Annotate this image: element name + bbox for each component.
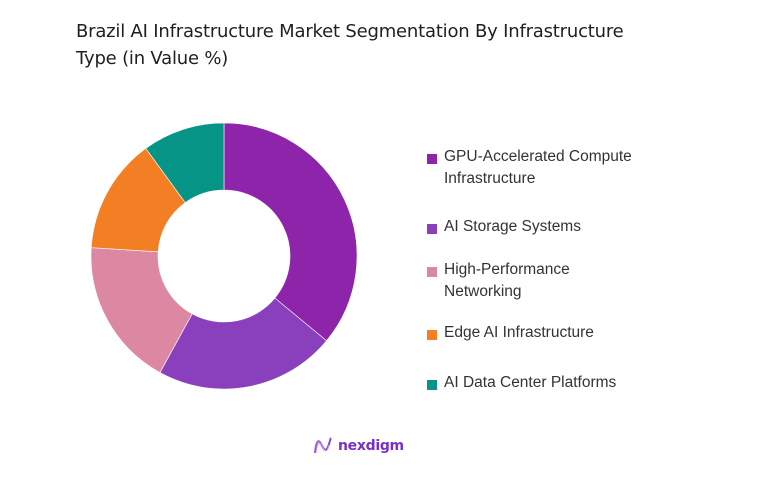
legend-swatch	[427, 380, 437, 390]
legend-swatch	[427, 267, 437, 277]
chart-title: Brazil AI Infrastructure Market Segmenta…	[76, 21, 624, 69]
legend-item-gpu-compute: GPU-Accelerated Compute Infrastructure	[427, 146, 674, 190]
legend-swatch	[427, 224, 437, 234]
legend-label: High-Performance Networking	[444, 261, 570, 300]
slice-gpu-compute	[223, 122, 358, 342]
slice-ai-data-center	[145, 122, 225, 204]
nexdigm-wave-logo-icon	[314, 437, 332, 454]
legend-item-ai-data-center: AI Data Center Platforms	[427, 372, 674, 394]
legend-label: AI Data Center Platforms	[444, 374, 617, 391]
legend-label: Edge AI Infrastructure	[444, 324, 594, 341]
slice-ai-storage	[159, 297, 327, 390]
nexdigm-logo: nexdigm	[313, 436, 404, 456]
legend-item-edge-ai: Edge AI Infrastructure	[427, 322, 674, 344]
legend-swatch	[427, 330, 437, 340]
logo-text: nexdigm	[338, 438, 404, 454]
legend-item-hp-networking: High-Performance Networking	[427, 259, 614, 303]
legend-swatch	[427, 154, 437, 164]
legend-label: GPU-Accelerated Compute Infrastructure	[444, 148, 632, 187]
legend-label: AI Storage Systems	[444, 218, 581, 235]
legend-item-ai-storage: AI Storage Systems	[427, 216, 674, 238]
